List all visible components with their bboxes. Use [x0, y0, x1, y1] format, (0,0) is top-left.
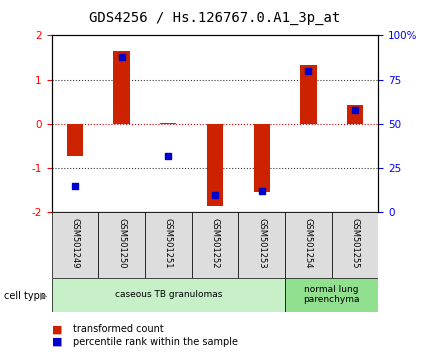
Bar: [114, 51, 130, 124]
Bar: [347, 105, 363, 124]
Text: GSM501249: GSM501249: [71, 218, 80, 268]
Point: [258, 188, 265, 194]
Text: GSM501250: GSM501250: [117, 218, 126, 268]
Point: [71, 183, 78, 189]
Bar: [285, 278, 378, 312]
Point: [352, 107, 359, 113]
Bar: [98, 212, 145, 278]
Bar: [160, 123, 176, 124]
Bar: [52, 278, 285, 312]
Text: ■: ■: [52, 324, 62, 334]
Bar: [52, 212, 98, 278]
Bar: [145, 212, 192, 278]
Bar: [285, 212, 332, 278]
Text: percentile rank within the sample: percentile rank within the sample: [73, 337, 238, 347]
Text: ▶: ▶: [40, 291, 47, 301]
Text: GSM501251: GSM501251: [164, 218, 173, 268]
Text: GSM501253: GSM501253: [257, 218, 266, 268]
Bar: [67, 124, 83, 156]
Point: [165, 153, 172, 159]
Text: GSM501255: GSM501255: [350, 218, 359, 268]
Bar: [332, 212, 378, 278]
Text: GSM501252: GSM501252: [211, 218, 219, 268]
Bar: [238, 212, 285, 278]
Text: GSM501254: GSM501254: [304, 218, 313, 268]
Text: GDS4256 / Hs.126767.0.A1_3p_at: GDS4256 / Hs.126767.0.A1_3p_at: [89, 11, 341, 25]
Bar: [207, 124, 223, 206]
Point: [305, 68, 312, 74]
Text: ■: ■: [52, 337, 62, 347]
Text: transformed count: transformed count: [73, 324, 164, 334]
Bar: [300, 65, 316, 124]
Bar: [254, 124, 270, 193]
Bar: [192, 212, 238, 278]
Point: [212, 192, 218, 198]
Point: [118, 54, 125, 59]
Text: normal lung
parenchyma: normal lung parenchyma: [304, 285, 360, 304]
Text: caseous TB granulomas: caseous TB granulomas: [115, 290, 222, 299]
Text: cell type: cell type: [4, 291, 46, 301]
